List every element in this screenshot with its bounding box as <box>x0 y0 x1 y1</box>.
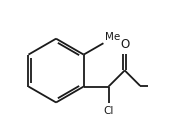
Text: O: O <box>120 38 129 51</box>
Text: Cl: Cl <box>103 106 114 116</box>
Text: Me: Me <box>105 32 120 42</box>
